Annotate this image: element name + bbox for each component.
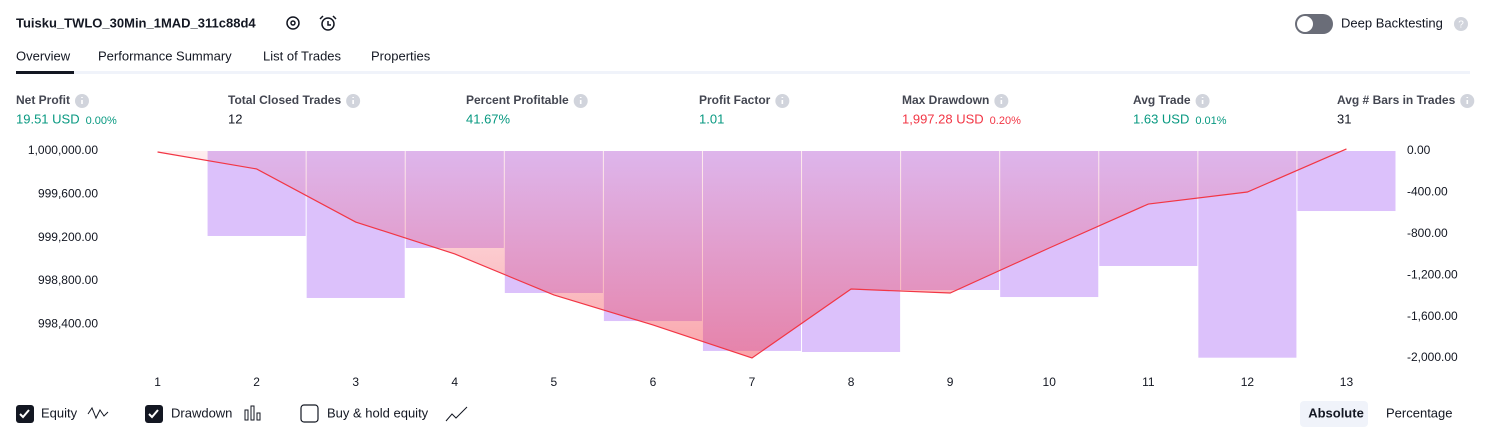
tab[interactable]: Properties [371,48,431,63]
x-tick-label: 1 [154,375,161,389]
metric-value: 1.01 [699,111,724,126]
tab[interactable]: Overview [16,48,71,63]
buy-hold-icon [445,406,468,422]
toggle-label: Deep Backtesting [1341,15,1443,30]
equity-icon [87,406,109,420]
x-tick-label: 8 [848,375,855,389]
y-tick-label: 1,000,000.00 [28,143,98,157]
strategy-title: Tuisku_TWLO_30Min_1MAD_311c88d4 [16,15,256,30]
metric-label: Avg Trade [1133,93,1191,107]
y2-tick-label: -1,600.00 [1407,309,1458,323]
metric-label: Total Closed Trades [228,93,341,107]
svg-text:?: ? [1458,20,1464,31]
x-tick-label: 3 [352,375,359,389]
button[interactable]: Absolute [1308,405,1364,420]
metric-percent: 0.01% [1195,115,1226,127]
x-tick-label: 10 [1043,375,1057,389]
y2-tick-label: -800.00 [1407,226,1448,240]
tab[interactable]: List of Trades [263,48,342,63]
x-tick-label: 6 [650,375,657,389]
tab-separator [16,71,1470,74]
legend-item: Equity [41,405,78,420]
checkbox[interactable] [145,405,163,423]
metric-value: 1,997.28 USD [902,111,984,126]
alert-icon[interactable] [319,15,337,31]
y2-tick-label: -400.00 [1407,185,1448,199]
metric-value: 12 [228,111,242,126]
y2-tick-label: 0.00 [1407,143,1431,157]
active-tab-indicator [16,71,74,74]
drawdown-icon [244,405,261,421]
metric-percent: 0.00% [86,115,117,127]
metric-label: Avg # Bars in Trades [1337,93,1456,107]
y-tick-label: 998,800.00 [38,273,98,287]
metric-label: Percent Profitable [466,93,569,107]
settings-icon[interactable] [286,16,300,30]
x-tick-label: 9 [947,375,954,389]
equity-line [157,148,1347,359]
tab[interactable]: Performance Summary [98,48,232,63]
metric-percent: 0.20% [990,115,1021,127]
x-tick-label: 11 [1142,375,1155,389]
y-tick-label: 999,600.00 [38,186,98,200]
x-tick-label: 12 [1241,375,1255,389]
metric-value: 31 [1337,111,1351,126]
y-tick-label: 999,200.00 [38,230,98,244]
metric-label: Profit Factor [699,93,771,107]
x-tick-label: 7 [749,375,756,389]
legend-item: Drawdown [171,405,232,420]
y2-tick-label: -1,200.00 [1407,267,1458,281]
y-tick-label: 998,400.00 [38,316,98,330]
x-tick-label: 2 [253,375,260,389]
checkbox[interactable] [300,404,319,423]
equity-area [157,148,1347,358]
deep-backtesting-toggle[interactable] [1295,14,1333,34]
x-tick-label: 5 [551,375,558,389]
button-bg [1300,401,1368,427]
metric-value: 41.67% [466,111,511,126]
metric-value: 1.63 USD [1133,111,1189,126]
y2-tick-label: -2,000.00 [1407,350,1458,364]
metric-value: 19.51 USD [16,111,80,126]
metric-label: Max Drawdown [902,93,989,107]
legend-item: Buy & hold equity [327,405,429,420]
button[interactable]: Percentage [1386,405,1453,420]
help-icon[interactable]: ? [1454,17,1468,31]
x-tick-label: 4 [451,375,458,389]
x-tick-label: 13 [1340,375,1354,389]
checkbox[interactable] [16,405,34,423]
metric-label: Net Profit [16,93,70,107]
